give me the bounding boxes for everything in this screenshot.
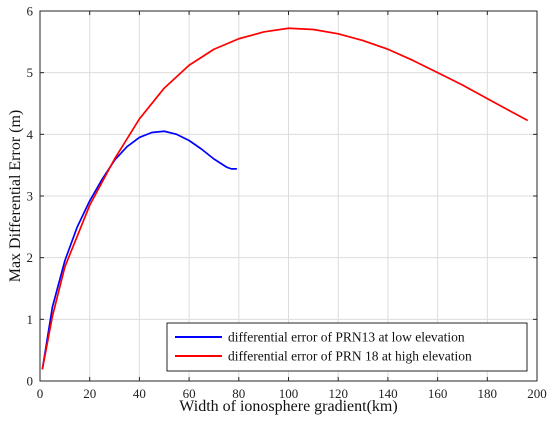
grid [40,11,537,381]
x-tick-label: 0 [37,386,44,401]
y-tick-label: 3 [27,189,34,204]
x-tick-label: 200 [527,386,547,401]
y-tick-label: 5 [27,65,34,80]
axis-ticks: 0 20 40 60 80 100 120 140 160 180 200 0 1 2 3 4 5 6 [27,4,547,402]
series-lines [41,27,528,370]
legend: differential error of PRN13 at low eleva… [166,322,528,372]
legend-box [166,322,528,372]
y-tick-label: 0 [27,374,34,389]
x-tick-label: 20 [83,386,96,401]
x-tick-label: 80 [232,386,245,401]
y-tick-label: 6 [27,4,34,19]
y-tick-label: 4 [27,127,34,142]
legend-entry-prn13: differential error of PRN13 at low eleva… [228,330,465,345]
x-tick-label: 180 [478,386,498,401]
series-line-0 [41,130,238,370]
x-tick-label: 140 [378,386,398,401]
x-axis-label: Width of ionosphere gradient(km) [179,398,397,415]
x-tick-label: 160 [428,386,448,401]
series-line-1 [41,27,528,370]
y-tick-label: 2 [27,250,34,265]
x-tick-label: 60 [183,386,196,401]
y-axis-label: Max Differential Error (m) [7,110,24,283]
x-tick-label: 120 [328,386,348,401]
x-tick-label: 100 [279,386,299,401]
y-tick-label: 1 [27,312,34,327]
legend-entry-prn18: differential error of PRN 18 at high ele… [228,349,472,364]
x-tick-label: 40 [133,386,146,401]
